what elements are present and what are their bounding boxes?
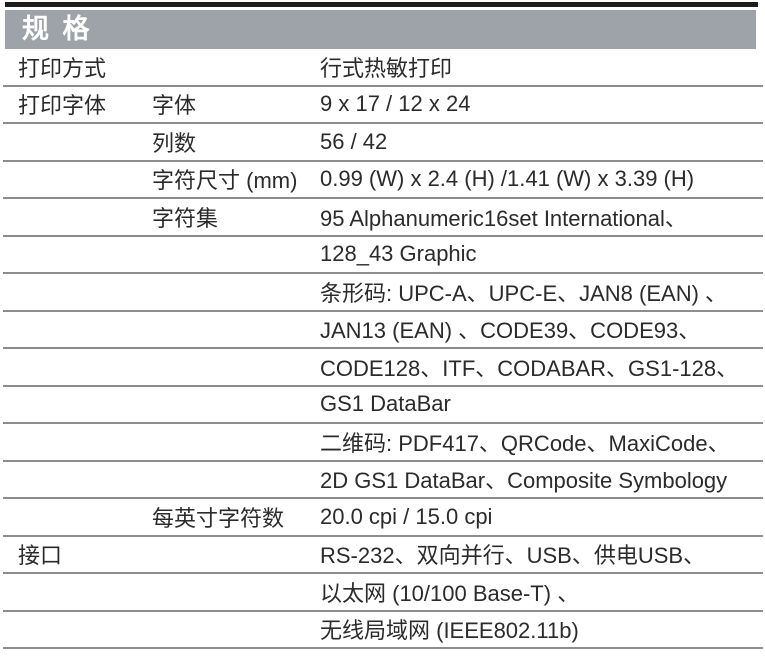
spec-value: GS1 DataBar [320,391,451,417]
spec-value: 行式热敏打印 [320,55,453,81]
table-row: 打印方式 行式热敏打印 [3,49,763,87]
spec-item-label: 字符集 [152,205,219,231]
table-row: 128_43 Graphic [3,237,763,274]
section-header: 规 格 [5,10,756,49]
spec-value: JAN13 (EAN) 、CODE39、CODE93、 [320,318,701,344]
spec-group-label: 打印方式 [18,55,107,81]
spec-value: 9 x 17 / 12 x 24 [320,91,471,117]
top-accent-bar [5,2,758,7]
spec-value: 以太网 (10/100 Base-T) 、 [320,580,580,606]
table-row: 字符集 95 Alphanumeric16set International、 [3,199,763,237]
spec-value: 56 / 42 [320,128,388,154]
table-row: GS1 DataBar [3,387,763,424]
spec-item-label: 字体 [152,93,197,119]
spec-value: 2D GS1 DataBar、Composite Symbology [320,468,728,494]
spec-value: CODE128、ITF、CODABAR、GS1-128、 [320,355,739,381]
table-row: 二维码: PDF417、QRCode、MaxiCode、 [3,424,763,462]
table-row: 无线局域网 (IEEE802.11b) [3,612,763,649]
table-row: JAN13 (EAN) 、CODE39、CODE93、 [3,312,763,349]
spec-item-label: 列数 [152,130,197,156]
section-title: 规 格 [22,14,93,44]
spec-value: 95 Alphanumeric16set International、 [320,205,687,231]
spec-value: 无线局域网 (IEEE802.11b) [320,618,579,644]
table-row: 字符尺寸 (mm) 0.99 (W) x 2.4 (H) /1.41 (W) x … [3,162,763,199]
spec-value: 128_43 Graphic [320,241,477,267]
table-row: 打印字体 字体 9 x 17 / 12 x 24 [3,87,763,124]
spec-item-label: 每英寸字符数 [152,505,285,531]
table-row: 以太网 (10/100 Base-T) 、 [3,574,763,612]
spec-value: 二维码: PDF417、QRCode、MaxiCode、 [320,430,730,456]
spec-group-label: 接口 [18,543,63,569]
table-row: 接口 RS-232、双向并行、USB、供电USB、 [3,537,763,574]
spec-item-label: 字符尺寸 (mm) [152,168,298,194]
table-row: 2D GS1 DataBar、Composite Symbology [3,462,763,499]
table-row: 每英寸字符数 20.0 cpi / 15.0 cpi [3,499,763,537]
spec-value: 条形码: UPC-A、UPC-E、JAN8 (EAN) 、 [320,280,728,306]
table-row: 列数 56 / 42 [3,124,763,162]
spec-value: 0.99 (W) x 2.4 (H) /1.41 (W) x 3.39 (H) [320,166,695,192]
spec-group-label: 打印字体 [18,93,107,119]
table-row: 条形码: UPC-A、UPC-E、JAN8 (EAN) 、 [3,274,763,312]
spec-value: 20.0 cpi / 15.0 cpi [320,503,493,529]
spec-value: RS-232、双向并行、USB、供电USB、 [320,543,706,569]
table-row: CODE128、ITF、CODABAR、GS1-128、 [3,349,763,387]
spec-table: 打印方式 行式热敏打印打印字体 字体 9 x 17 / 12 x 24 列数 56 / 4… [3,49,763,649]
